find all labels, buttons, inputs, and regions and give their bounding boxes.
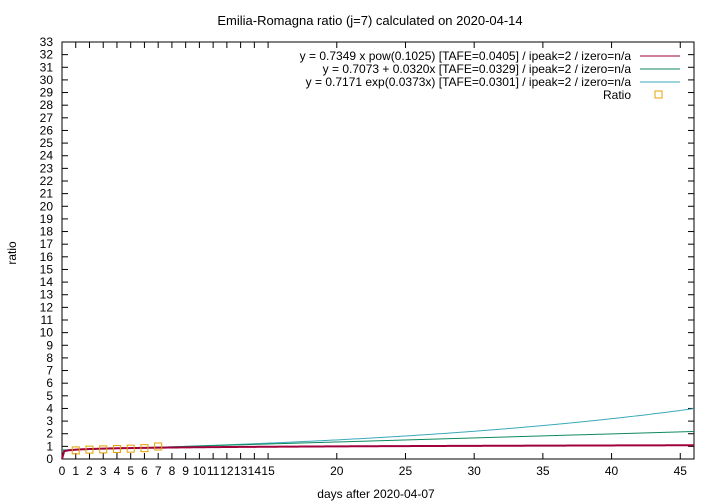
legend: y = 0.7349 x pow(0.1025) [TAFE=0.0405] /… [300, 49, 680, 102]
y-tick-label: 12 [40, 300, 54, 314]
y-tick-label: 3 [46, 414, 53, 428]
legend-label: y = 0.7349 x pow(0.1025) [TAFE=0.0405] /… [300, 49, 632, 63]
y-tick-label: 5 [46, 389, 53, 403]
y-tick-label: 25 [40, 136, 54, 150]
legend-label: y = 0.7073 + 0.0320x [TAFE=0.0329] / ipe… [323, 62, 632, 76]
y-tick-label: 24 [40, 149, 54, 163]
ratio-point [154, 442, 163, 451]
y-tick-label: 1 [46, 439, 53, 453]
y-tick-label: 28 [40, 98, 54, 112]
y-tick-label: 18 [40, 225, 54, 239]
y-tick-label: 32 [40, 48, 54, 62]
y-axis-label: ratio [5, 241, 19, 265]
axes: 0123456789101112131415161718192021222324… [40, 35, 695, 478]
x-tick-label: 35 [536, 464, 550, 478]
y-tick-label: 20 [40, 199, 54, 213]
y-tick-label: 15 [40, 262, 54, 276]
y-tick-label: 22 [40, 174, 54, 188]
x-tick-label: 0 [59, 464, 66, 478]
y-tick-label: 8 [46, 351, 53, 365]
x-tick-label: 13 [234, 464, 248, 478]
ratio-point [71, 446, 80, 455]
x-tick-label: 30 [467, 464, 481, 478]
y-tick-label: 19 [40, 212, 54, 226]
y-tick-label: 9 [46, 338, 53, 352]
x-tick-label: 7 [155, 464, 162, 478]
y-tick-label: 16 [40, 250, 54, 264]
x-tick-label: 12 [220, 464, 234, 478]
y-tick-label: 0 [46, 452, 53, 466]
x-tick-label: 9 [182, 464, 189, 478]
ratio-point [140, 444, 149, 453]
ratio-point [85, 445, 94, 454]
x-axis-label: days after 2020-04-07 [317, 487, 435, 501]
series-line-exponential [61, 408, 695, 451]
x-tick-label: 14 [248, 464, 262, 478]
chart-title: Emilia-Romagna ratio (j=7) calculated on… [217, 13, 522, 28]
y-tick-label: 33 [40, 35, 54, 49]
x-tick-label: 11 [207, 464, 220, 478]
ratio-point [99, 445, 108, 454]
y-tick-label: 11 [41, 313, 54, 327]
x-tick-label: 15 [261, 464, 275, 478]
y-tick-label: 14 [40, 275, 54, 289]
y-tick-label: 21 [40, 187, 54, 201]
y-tick-label: 30 [40, 73, 54, 87]
series-line-power [61, 444, 695, 460]
ratio-point [126, 444, 135, 453]
legend-label: y = 0.7171 exp(0.0373x) [TAFE=0.0301] / … [306, 75, 632, 89]
y-tick-label: 27 [40, 111, 54, 125]
x-tick-label: 10 [193, 464, 207, 478]
x-tick-label: 1 [72, 464, 79, 478]
x-tick-label: 5 [127, 464, 134, 478]
x-tick-label: 2 [86, 464, 93, 478]
y-tick-label: 26 [40, 123, 54, 137]
ratio-point [112, 445, 121, 454]
legend-sample-marker [654, 90, 663, 99]
x-tick-label: 25 [399, 464, 413, 478]
x-tick-label: 3 [100, 464, 107, 478]
y-tick-label: 23 [40, 161, 54, 175]
x-tick-label: 20 [330, 464, 344, 478]
x-tick-label: 6 [141, 464, 148, 478]
y-tick-label: 29 [40, 86, 54, 100]
x-tick-label: 8 [169, 464, 176, 478]
y-tick-label: 13 [40, 288, 54, 302]
x-tick-label: 40 [605, 464, 619, 478]
plot-border [61, 41, 695, 460]
y-tick-label: 2 [46, 427, 53, 441]
y-tick-label: 6 [46, 376, 53, 390]
x-tick-label: 45 [674, 464, 688, 478]
y-tick-label: 31 [40, 60, 54, 74]
y-tick-label: 4 [46, 401, 53, 415]
y-tick-label: 10 [40, 326, 54, 340]
x-tick-label: 4 [114, 464, 121, 478]
y-tick-label: 7 [46, 364, 53, 378]
y-tick-label: 17 [40, 237, 54, 251]
legend-label: Ratio [603, 88, 631, 102]
plot-area [61, 408, 695, 460]
